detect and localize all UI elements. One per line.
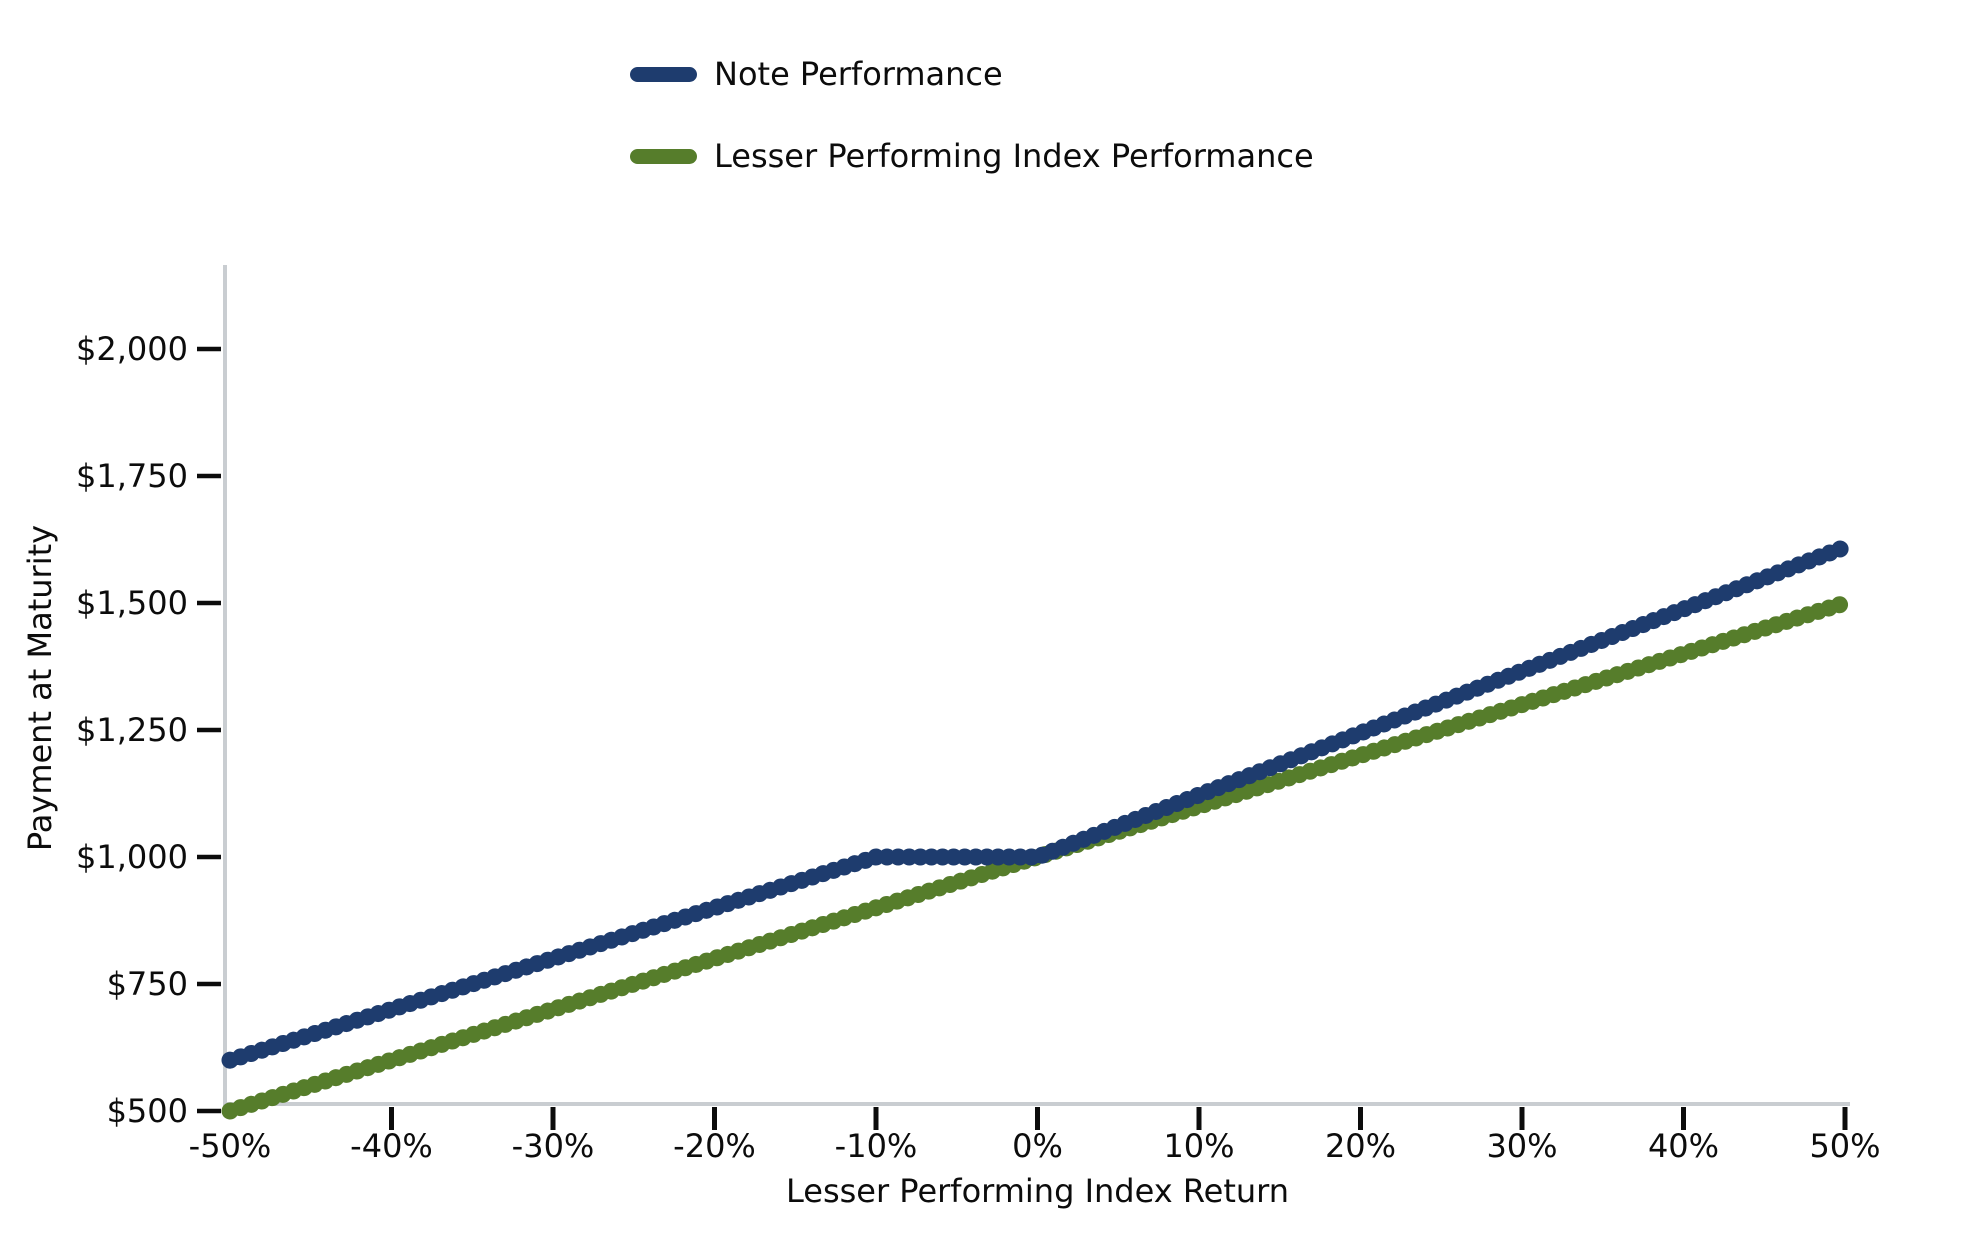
y-tick-label: $1,750	[76, 457, 188, 495]
y-tick-label: $750	[107, 965, 188, 1003]
x-tick-label: -10%	[835, 1127, 918, 1165]
note-performance-line	[221, 538, 1854, 1069]
x-tick-label: -20%	[673, 1127, 756, 1165]
x-axis-title: Lesser Performing Index Return	[785, 1172, 1290, 1210]
legend-swatch-note-performance	[630, 67, 697, 82]
legend-item-lesser-performing-index: Lesser Performing Index Performance	[630, 134, 1314, 179]
legend: Note Performance Lesser Performing Index…	[630, 52, 1314, 179]
y-axis-title: Payment at Maturity	[21, 524, 59, 852]
legend-label-lesser-performing-index: Lesser Performing Index Performance	[714, 137, 1314, 175]
y-tick-label: $2,000	[76, 330, 188, 368]
y-tick-label: $1,500	[76, 584, 188, 622]
y-tick-label: $1,000	[76, 838, 188, 876]
y-tick-label: $1,250	[76, 711, 188, 749]
y-tick-label: $500	[107, 1092, 188, 1130]
x-tick-label: -40%	[350, 1127, 433, 1165]
x-tick-label: 20%	[1325, 1127, 1396, 1165]
x-tick-label: 10%	[1163, 1127, 1234, 1165]
legend-label-note-performance: Note Performance	[714, 55, 1003, 93]
x-tick-label: -30%	[512, 1127, 595, 1165]
legend-item-note-performance: Note Performance	[630, 52, 1314, 97]
legend-swatch-lesser-performing-index	[630, 149, 697, 164]
x-tick-label: 50%	[1809, 1127, 1880, 1165]
x-tick-label: 40%	[1648, 1127, 1719, 1165]
x-tick-label: 30%	[1486, 1127, 1557, 1165]
x-tick-label: 0%	[1012, 1127, 1063, 1165]
x-tick-label: -50%	[189, 1127, 272, 1165]
